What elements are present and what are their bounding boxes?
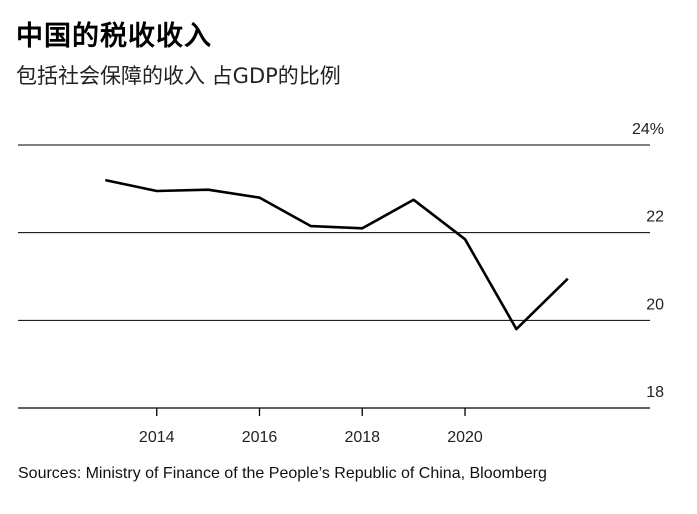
- gridlines: [18, 144, 650, 409]
- source-note: Sources: Ministry of Finance of the Peop…: [18, 465, 547, 482]
- y-axis-ticks: 18 20 22 24%: [632, 121, 664, 401]
- chart-title: 中国的税收收入: [16, 21, 212, 52]
- chart-subtitle: 包括社会保障的收入 占GDP的比例: [16, 64, 341, 88]
- y-tick-label: 24%: [632, 121, 664, 138]
- x-tick-label: 2020: [447, 429, 483, 446]
- y-tick-label: 18: [646, 384, 664, 401]
- series-line-tax-revenue: [105, 178, 569, 331]
- x-tick-label: 2018: [344, 429, 380, 446]
- x-tick-label: 2014: [139, 429, 175, 446]
- y-tick-label: 22: [646, 209, 664, 226]
- x-tick-label: 2016: [242, 429, 278, 446]
- x-axis-ticks: 2014 2016 2018 2020: [139, 408, 483, 446]
- y-tick-label: 20: [646, 296, 664, 313]
